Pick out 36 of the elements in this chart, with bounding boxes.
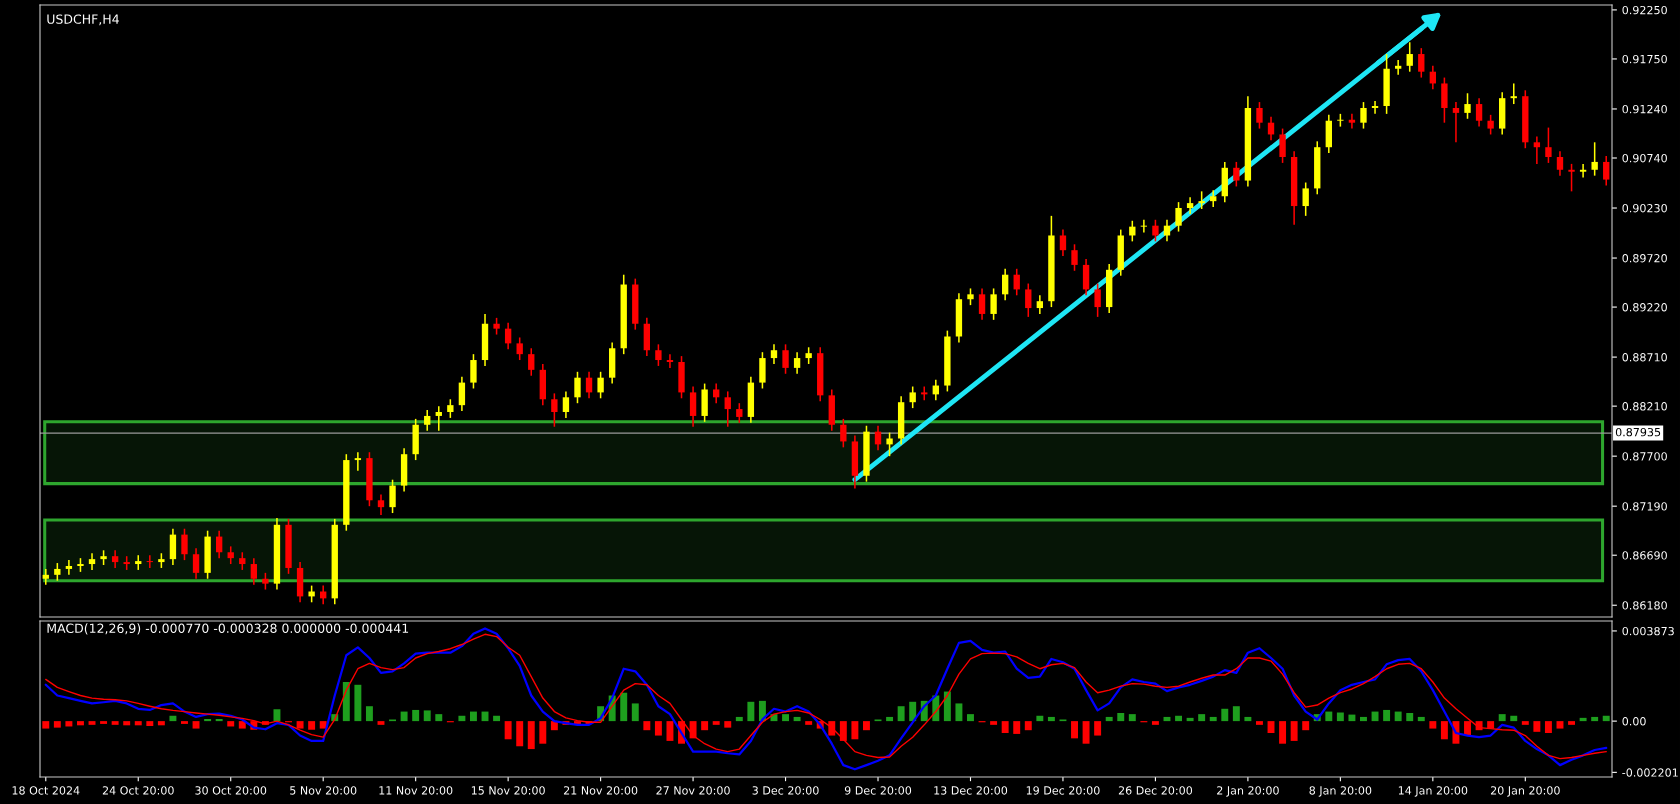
x-tick-label: 11 Nov 20:00	[379, 786, 453, 795]
x-tick-label: 24 Oct 20:00	[102, 786, 174, 795]
y-tick-label: -0.002201	[1622, 768, 1678, 777]
x-tick-label: 8 Jan 20:00	[1309, 786, 1372, 797]
x-tick-label: 19 Dec 20:00	[1026, 786, 1100, 795]
x-tick-label: 20 Jan 20:00	[1490, 786, 1560, 797]
x-tick-label: 26 Dec 20:00	[1118, 786, 1193, 795]
y-tick-label: 0.86180	[1622, 601, 1667, 610]
x-tick-label: 14 Jan 20:00	[1398, 786, 1468, 797]
y-tick-label: 0.00	[1622, 717, 1646, 726]
x-tick-label: 9 Dec 20:00	[844, 786, 912, 795]
y-tick-label: 0.88710	[1622, 353, 1667, 362]
y-tick-label: 0.89720	[1622, 254, 1667, 263]
x-tick-label: 30 Oct 20:00	[195, 786, 267, 795]
y-tick-label: 0.92250	[1622, 5, 1667, 15]
y-tick-label: 0.86690	[1622, 551, 1667, 560]
ref-line-label: 0.87935	[1615, 427, 1661, 437]
x-tick-label: 27 Nov 20:00	[656, 786, 730, 795]
x-tick-label: 21 Nov 20:00	[563, 786, 638, 795]
x-tick-label: 18 Oct 2024	[12, 786, 80, 795]
x-tick-label: 2 Jan 20:00	[1217, 786, 1279, 797]
y-tick-label: 0.90230	[1622, 203, 1667, 213]
chart-title: MACD(12,26,9) -0.000770 -0.000328 0.000000 -0.000441	[47, 623, 409, 635]
y-tick-label: 0.88210	[1622, 402, 1667, 411]
y-tick-label: 0.91240	[1622, 104, 1667, 114]
y-tick-label: 0.003873	[1622, 626, 1674, 636]
y-tick-label: 0.87190	[1622, 502, 1667, 511]
x-tick-label: 5 Nov 20:00	[290, 786, 357, 795]
y-tick-label: 0.87700	[1622, 452, 1667, 461]
text: USDCHF,H4	[47, 14, 119, 26]
x-tick-label: 13 Dec 20:00	[934, 786, 1008, 795]
y-tick-label: 0.90740	[1622, 153, 1667, 163]
x-tick-label: 15 Nov 20:00	[471, 786, 545, 795]
x-tick-label: 3 Dec 20:00	[752, 786, 819, 795]
y-tick-label: 0.91750	[1622, 54, 1667, 64]
y-tick-label: 0.89220	[1622, 303, 1667, 312]
